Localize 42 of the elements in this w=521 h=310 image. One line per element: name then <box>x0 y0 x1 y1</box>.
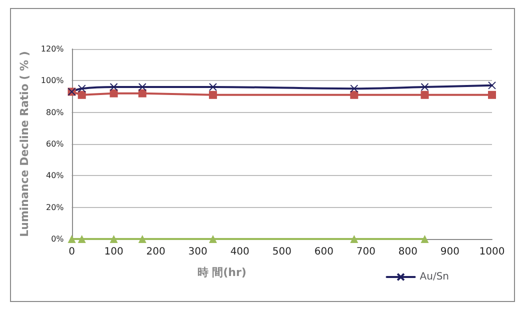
x-tick-label: 200 <box>146 246 166 258</box>
point <box>208 90 217 99</box>
x-tick-label: 900 <box>440 246 460 258</box>
point <box>110 83 118 91</box>
y-tick-label: 120% <box>40 44 64 54</box>
point <box>138 83 146 91</box>
x-tick-label: 0 <box>68 246 75 258</box>
x-axis-title: 時 間(hr) <box>197 266 246 279</box>
point <box>420 235 429 243</box>
point <box>78 90 86 99</box>
point <box>208 235 217 243</box>
point <box>488 90 496 99</box>
x-tick-label: 100 <box>104 246 124 258</box>
point <box>420 83 429 91</box>
point <box>350 84 358 93</box>
x-tick-label: 700 <box>356 246 376 258</box>
y-axis-title: Luminance Decline Ratio ( % ) <box>18 51 31 237</box>
point <box>350 235 358 243</box>
legend-label: Au/Sn <box>420 272 449 282</box>
point <box>350 90 358 99</box>
point <box>68 235 76 243</box>
point <box>110 89 118 98</box>
point <box>78 235 86 243</box>
x-tick-label: 1000 <box>479 246 505 258</box>
point <box>420 90 429 99</box>
point <box>138 235 146 243</box>
point <box>208 83 217 91</box>
y-tick-label: 0% <box>51 234 64 244</box>
y-tick-label: 60% <box>46 140 64 148</box>
x-tick-label: 400 <box>230 246 250 258</box>
x-tick-label: 300 <box>188 246 208 258</box>
y-tick-label: 40% <box>46 171 64 180</box>
point <box>110 235 118 243</box>
y-tick-label: 80% <box>46 108 64 117</box>
x-tick-label: 500 <box>272 246 292 258</box>
point <box>138 89 146 98</box>
x-tick-label: 600 <box>314 246 334 258</box>
y-tick-label: 100% <box>40 76 64 86</box>
point <box>78 84 86 93</box>
point <box>488 81 496 90</box>
y-tick-label: 20% <box>46 202 64 212</box>
x-tick-label: 800 <box>398 246 418 258</box>
